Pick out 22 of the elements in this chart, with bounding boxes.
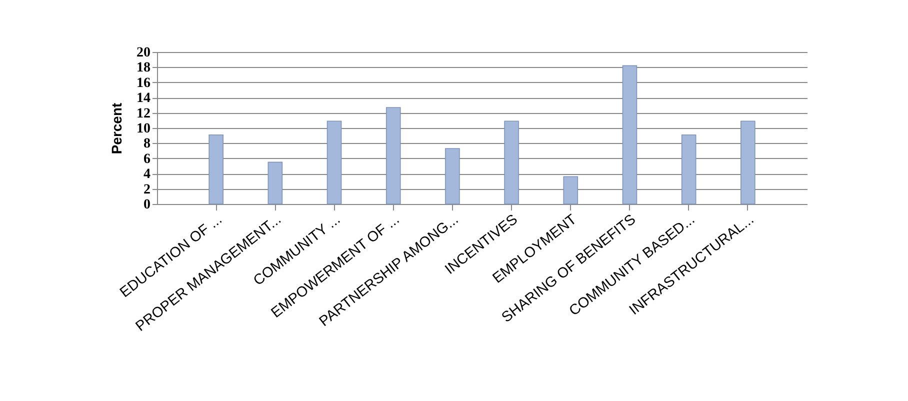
bar <box>622 65 638 204</box>
y-axis-title: Percent <box>108 102 124 154</box>
bar <box>681 134 696 204</box>
y-tick-label: 20 <box>136 46 150 60</box>
bar <box>504 120 519 204</box>
y-tick-label: 8 <box>144 136 150 152</box>
bar <box>740 120 756 204</box>
bar <box>445 148 460 204</box>
bar <box>268 162 283 204</box>
bar <box>208 134 224 204</box>
bar <box>326 120 342 204</box>
bar <box>386 107 401 204</box>
bar <box>563 176 578 204</box>
y-tick-label: 14 <box>136 91 150 106</box>
y-tick-label: 0 <box>144 198 150 212</box>
y-tick-label: 12 <box>136 106 150 122</box>
y-tick-label: 18 <box>136 60 150 76</box>
y-tick-label: 2 <box>144 182 150 198</box>
y-tick-label: 16 <box>136 76 150 91</box>
y-tick-label: 4 <box>144 167 150 182</box>
y-tick-label: 10 <box>136 122 150 136</box>
y-tick-label: 6 <box>144 152 150 167</box>
